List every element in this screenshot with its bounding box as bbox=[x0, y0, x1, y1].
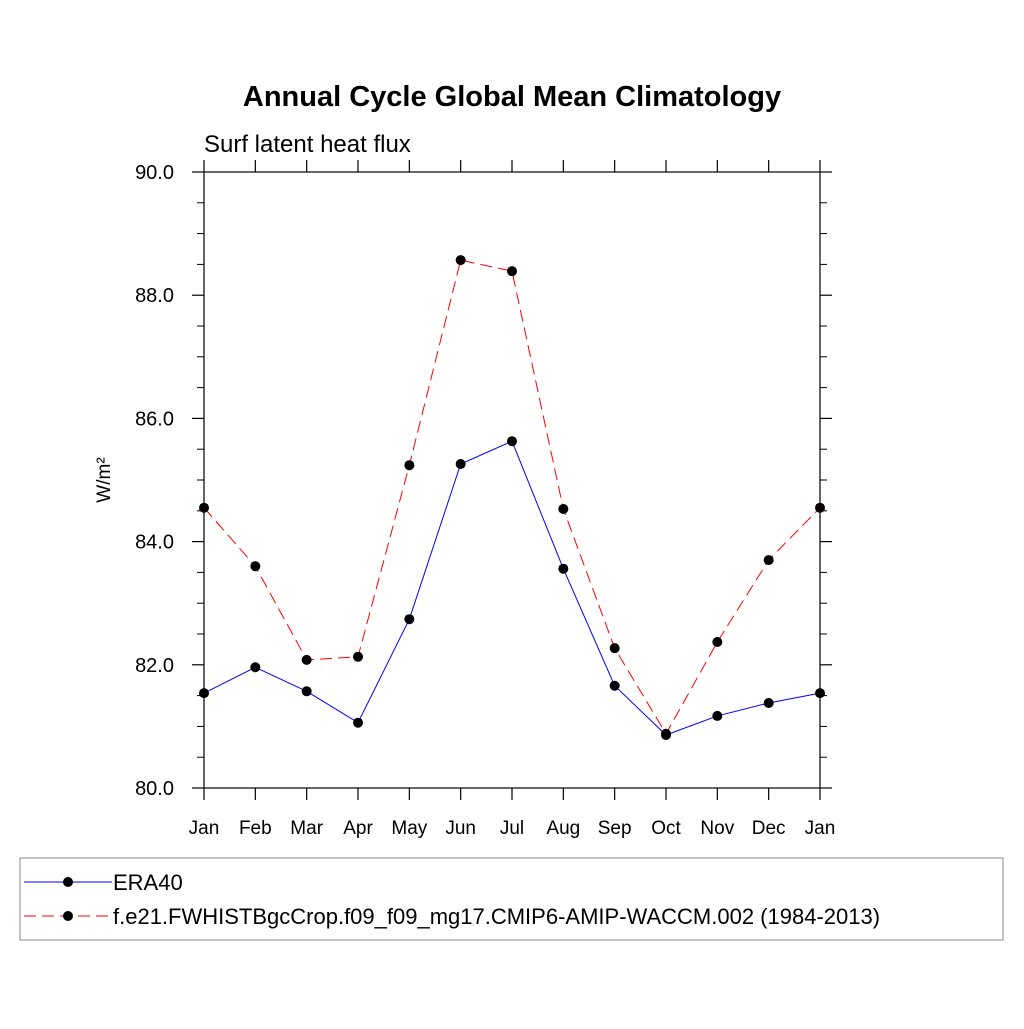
y-axis-label: W/m² bbox=[94, 457, 115, 502]
data-point bbox=[353, 717, 363, 728]
data-point bbox=[558, 563, 569, 574]
data-point bbox=[609, 643, 620, 654]
data-point bbox=[404, 614, 415, 625]
legend-marker bbox=[63, 877, 73, 887]
legend-label: f.e21.FWHISTBgcCrop.f09_f09_mg17.CMIP6-A… bbox=[113, 904, 880, 929]
x-tick-label: Sep bbox=[598, 818, 632, 839]
data-point bbox=[763, 697, 774, 708]
legend-label: ERA40 bbox=[113, 870, 183, 895]
data-point bbox=[609, 680, 620, 691]
data-point bbox=[763, 555, 774, 566]
data-point bbox=[507, 266, 517, 277]
x-tick-label: Aug bbox=[546, 818, 580, 839]
y-tick-label: 88.0 bbox=[135, 285, 174, 307]
y-tick-label: 82.0 bbox=[135, 655, 174, 677]
data-point bbox=[455, 255, 466, 266]
data-point bbox=[301, 654, 312, 665]
y-tick-label: 90.0 bbox=[135, 162, 174, 184]
data-point bbox=[507, 436, 517, 447]
x-tick-label: Feb bbox=[239, 818, 272, 839]
y-tick-label: 80.0 bbox=[135, 778, 174, 800]
data-point bbox=[661, 728, 671, 739]
data-point bbox=[455, 458, 466, 469]
legend-box bbox=[19, 857, 1004, 941]
data-point bbox=[353, 651, 363, 662]
data-point bbox=[815, 502, 825, 513]
data-point bbox=[558, 503, 569, 514]
x-tick-label: Jul bbox=[500, 818, 524, 839]
data-point bbox=[199, 502, 209, 513]
chart-title: Annual Cycle Global Mean Climatology bbox=[243, 81, 781, 113]
x-tick-label: Nov bbox=[700, 818, 734, 839]
chart-subtitle: Surf latent heat flux bbox=[204, 131, 411, 158]
data-point bbox=[250, 662, 261, 673]
x-tick-label: Oct bbox=[651, 818, 681, 839]
x-tick-label: Apr bbox=[343, 818, 373, 839]
x-tick-label: May bbox=[391, 818, 427, 839]
data-point bbox=[815, 688, 825, 699]
y-tick-label: 86.0 bbox=[135, 408, 174, 430]
legend-marker bbox=[63, 911, 73, 921]
x-tick-label: Jan bbox=[805, 818, 836, 839]
y-tick-label: 84.0 bbox=[135, 532, 174, 554]
data-point bbox=[199, 688, 209, 699]
data-point bbox=[250, 561, 261, 572]
data-point bbox=[301, 686, 312, 697]
x-tick-label: Dec bbox=[752, 818, 786, 839]
data-point bbox=[712, 710, 723, 721]
data-point bbox=[404, 460, 415, 471]
x-tick-label: Jan bbox=[189, 818, 220, 839]
x-tick-label: Mar bbox=[290, 818, 323, 839]
x-tick-label: Jun bbox=[445, 818, 476, 839]
data-point bbox=[712, 637, 723, 648]
